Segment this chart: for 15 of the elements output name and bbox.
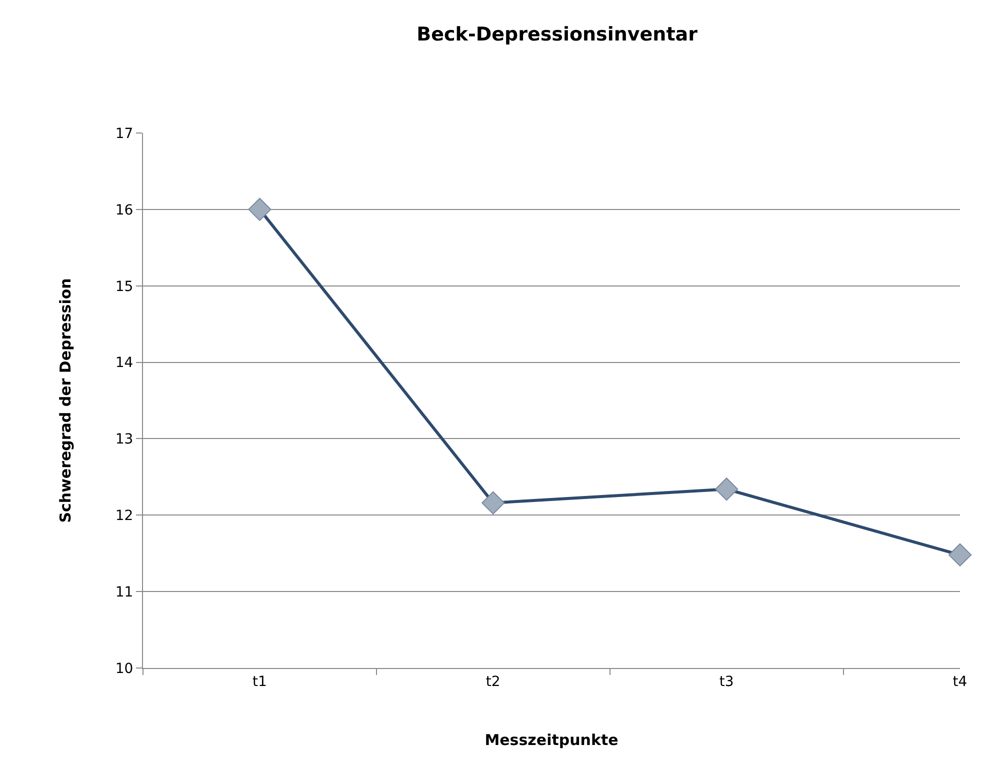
chart-title: Beck-Depressionsinventar xyxy=(416,23,698,46)
x-axis-title: Messzeitpunkte xyxy=(484,730,618,749)
y-tick-label: 17 xyxy=(115,126,134,142)
x-tick-label: t2 xyxy=(486,674,500,690)
y-tick-label: 11 xyxy=(115,584,134,600)
y-tick-label: 12 xyxy=(115,508,134,524)
x-tick-label: t3 xyxy=(719,674,734,690)
y-tick-label: 13 xyxy=(115,432,134,448)
y-tick-label: 14 xyxy=(115,355,134,372)
y-tick-label: 16 xyxy=(115,202,134,218)
x-tick-label: t1 xyxy=(252,674,267,690)
y-tick-label: 15 xyxy=(115,278,134,295)
y-tick-label: 10 xyxy=(115,660,134,677)
x-tick-label: t4 xyxy=(952,674,968,690)
y-axis-title: Schweregrad der Depression xyxy=(56,278,75,523)
